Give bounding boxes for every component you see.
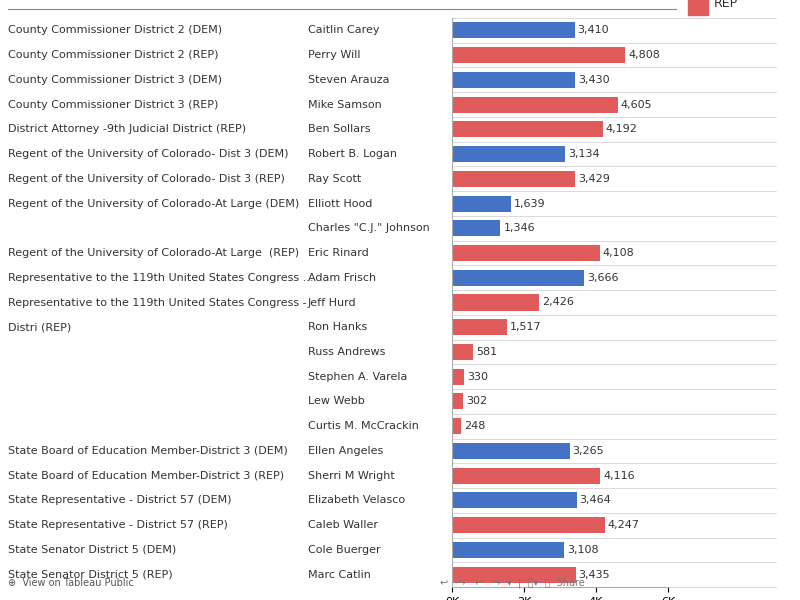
Text: State Senator District 5 (DEM): State Senator District 5 (DEM): [8, 545, 176, 555]
Text: ⊕  View on Tableau Public: ⊕ View on Tableau Public: [8, 578, 134, 588]
Text: Elliott Hood: Elliott Hood: [308, 199, 372, 209]
Text: 3,435: 3,435: [578, 569, 610, 580]
Text: Mike Samson: Mike Samson: [308, 100, 382, 110]
Text: 3,265: 3,265: [573, 446, 604, 456]
Text: Ellen Angeles: Ellen Angeles: [308, 446, 383, 456]
Text: Jeff Hurd: Jeff Hurd: [308, 298, 357, 307]
Text: 3,464: 3,464: [579, 496, 611, 505]
Text: County Commissioner District 2 (REP): County Commissioner District 2 (REP): [8, 50, 218, 60]
Bar: [452, 517, 605, 533]
Text: Perry Will: Perry Will: [308, 50, 361, 60]
Text: 3,410: 3,410: [578, 25, 610, 35]
Text: Regent of the University of Colorado-At Large  (REP): Regent of the University of Colorado-At …: [8, 248, 299, 258]
Text: 1,639: 1,639: [514, 199, 546, 209]
Text: 302: 302: [466, 397, 487, 406]
Text: Charles "C.J." Johnson: Charles "C.J." Johnson: [308, 223, 430, 233]
Bar: [452, 418, 461, 434]
Bar: [452, 566, 576, 583]
Text: Choice Full Name: Choice Full Name: [308, 0, 429, 3]
Text: 330: 330: [466, 372, 488, 382]
Text: 2,426: 2,426: [542, 298, 574, 307]
Text: District Attorney -9th Judicial District (REP): District Attorney -9th Judicial District…: [8, 124, 246, 134]
Text: 3,429: 3,429: [578, 174, 610, 184]
Bar: [452, 344, 473, 360]
Text: 581: 581: [476, 347, 497, 357]
Text: 3,108: 3,108: [566, 545, 598, 555]
Text: 4,605: 4,605: [621, 100, 652, 110]
Text: 1,346: 1,346: [503, 223, 535, 233]
Text: 4,116: 4,116: [603, 470, 634, 481]
Text: 3,134: 3,134: [568, 149, 599, 159]
Text: County Commissioner District 3 (DEM): County Commissioner District 3 (DEM): [8, 75, 222, 85]
Bar: [452, 319, 506, 335]
Bar: [452, 196, 511, 212]
Bar: [452, 245, 600, 261]
Bar: [452, 270, 584, 286]
Text: Contest Full Name: Contest Full Name: [8, 0, 136, 3]
Text: Sherri M Wright: Sherri M Wright: [308, 470, 394, 481]
Text: Marc Catlin: Marc Catlin: [308, 569, 371, 580]
Bar: [452, 146, 565, 162]
Bar: [452, 22, 574, 38]
Text: State Representative - District 57 (DEM): State Representative - District 57 (DEM): [8, 496, 231, 505]
Text: ≡: ≡: [380, 0, 398, 3]
Bar: [452, 493, 577, 508]
Bar: [452, 72, 575, 88]
Text: Ben Sollars: Ben Sollars: [308, 124, 370, 134]
Text: Robert B. Logan: Robert B. Logan: [308, 149, 397, 159]
Text: State Board of Education Member-District 3 (DEM): State Board of Education Member-District…: [8, 446, 288, 456]
Bar: [452, 394, 463, 409]
Text: Eric Rinard: Eric Rinard: [308, 248, 369, 258]
Bar: [452, 171, 575, 187]
Bar: [452, 47, 625, 63]
Text: 4,247: 4,247: [608, 520, 640, 530]
Text: Curtis M. McCrackin: Curtis M. McCrackin: [308, 421, 419, 431]
Text: State Senator District 5 (REP): State Senator District 5 (REP): [8, 569, 173, 580]
Text: 4,192: 4,192: [606, 124, 638, 134]
Text: Distri (REP): Distri (REP): [8, 322, 71, 332]
Bar: [452, 542, 564, 558]
Text: Regent of the University of Colorado- Dist 3 (REP): Regent of the University of Colorado- Di…: [8, 174, 285, 184]
Text: Caleb Waller: Caleb Waller: [308, 520, 378, 530]
Text: County Commissioner District 2 (DEM): County Commissioner District 2 (DEM): [8, 25, 222, 35]
Text: Regent of the University of Colorado- Dist 3 (DEM): Regent of the University of Colorado- Di…: [8, 149, 289, 159]
Text: 4,108: 4,108: [602, 248, 634, 258]
Bar: [452, 121, 603, 137]
Text: Adam Frisch: Adam Frisch: [308, 273, 376, 283]
Text: Regent of the University of Colorado-At Large (DEM): Regent of the University of Colorado-At …: [8, 199, 299, 209]
Text: Caitlin Carey: Caitlin Carey: [308, 25, 379, 35]
Text: Representative to the 119th United States Congress ...: Representative to the 119th United State…: [8, 273, 314, 283]
Text: Representative to the 119th United States Congress -: Representative to the 119th United State…: [8, 298, 306, 307]
Bar: [452, 295, 539, 311]
Text: Lew Webb: Lew Webb: [308, 397, 365, 406]
Text: Steven Arauza: Steven Arauza: [308, 75, 390, 85]
Text: ↩   ↪   ↩   ↪  ▾  |  🖥▾  🖥  Share: ↩ ↪ ↩ ↪ ▾ | 🖥▾ 🖥 Share: [440, 577, 585, 588]
Bar: [452, 220, 501, 236]
Text: 4,808: 4,808: [628, 50, 660, 60]
Text: 3,666: 3,666: [587, 273, 618, 283]
Text: Cole Buerger: Cole Buerger: [308, 545, 381, 555]
Text: Ray Scott: Ray Scott: [308, 174, 362, 184]
Text: REP: REP: [714, 0, 738, 10]
Bar: [452, 467, 600, 484]
Bar: [452, 97, 618, 113]
Text: State Representative - District 57 (REP): State Representative - District 57 (REP): [8, 520, 228, 530]
Text: 1,517: 1,517: [510, 322, 541, 332]
Text: Russ Andrews: Russ Andrews: [308, 347, 386, 357]
Text: Stephen A. Varela: Stephen A. Varela: [308, 372, 407, 382]
Bar: [452, 368, 464, 385]
Text: State Board of Education Member-District 3 (REP): State Board of Education Member-District…: [8, 470, 284, 481]
Text: 248: 248: [464, 421, 485, 431]
Text: Elizabeth Velasco: Elizabeth Velasco: [308, 496, 405, 505]
Text: County Commissioner District 3 (REP): County Commissioner District 3 (REP): [8, 100, 218, 110]
Text: 3,430: 3,430: [578, 75, 610, 85]
Text: Ron Hanks: Ron Hanks: [308, 322, 367, 332]
Bar: [452, 443, 570, 459]
